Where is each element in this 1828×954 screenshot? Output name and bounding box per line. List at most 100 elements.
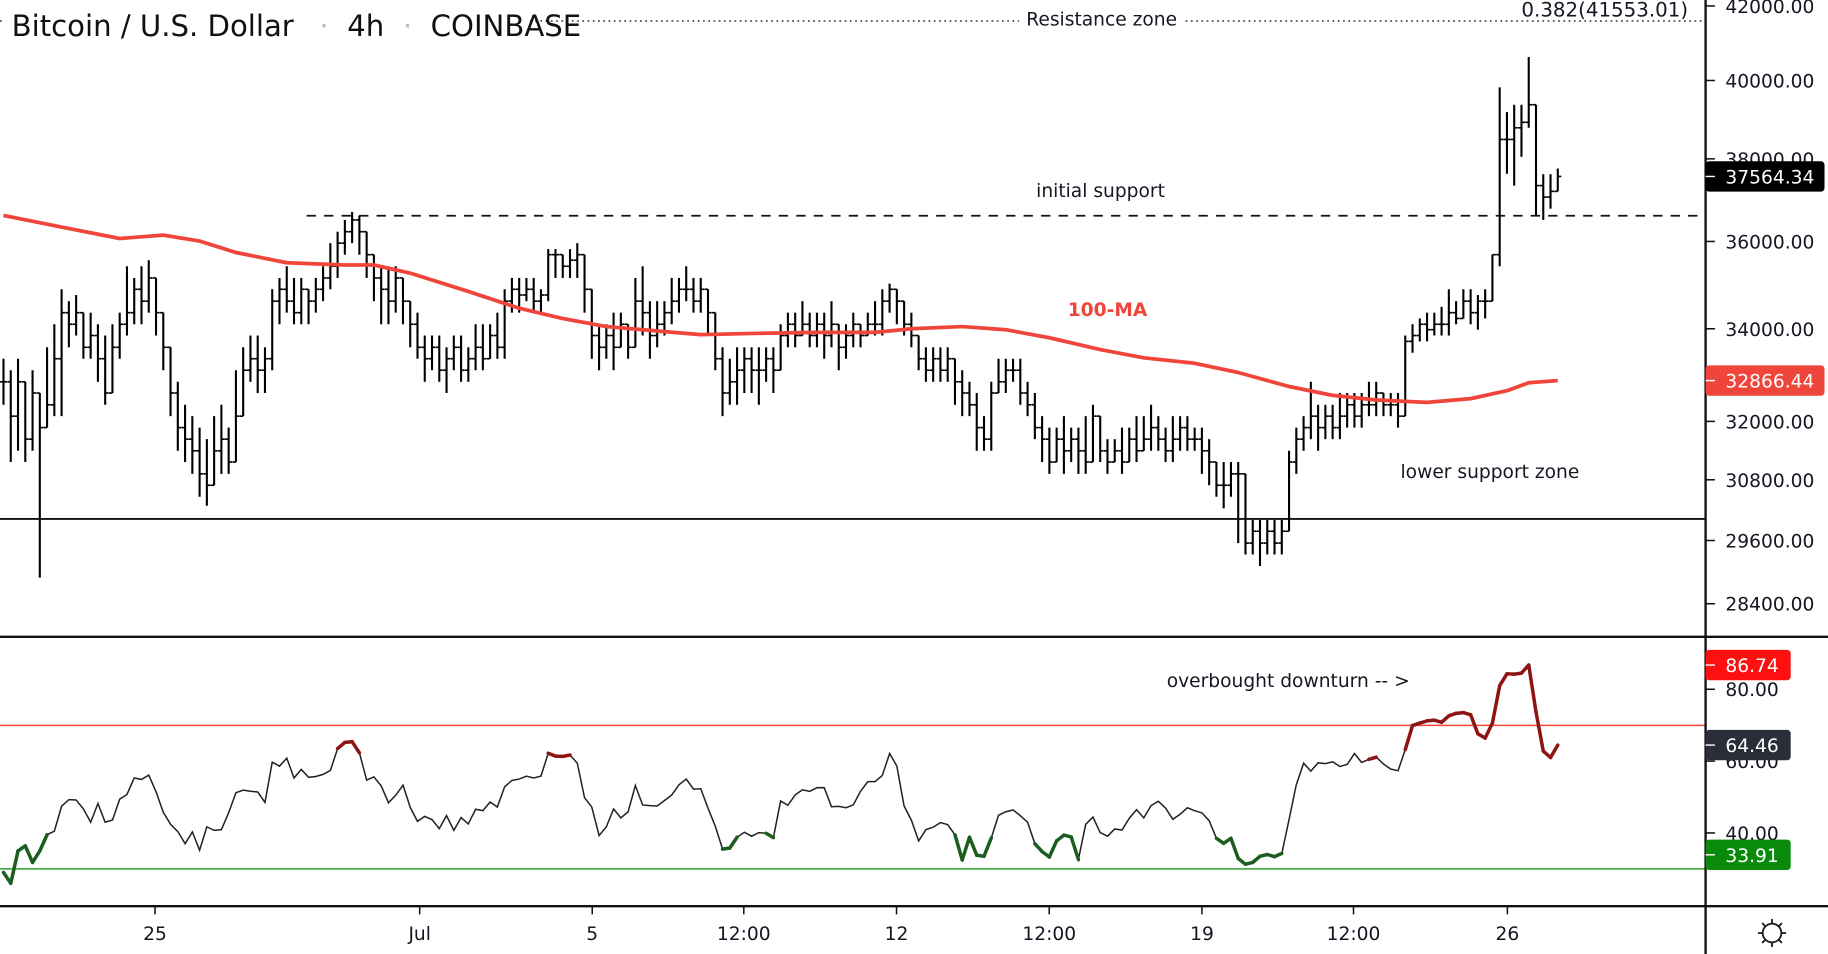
ohlc-bar[interactable] <box>1212 461 1220 497</box>
ohlc-bar[interactable] <box>1510 104 1518 186</box>
ohlc-bar[interactable] <box>297 277 305 325</box>
ohlc-bar[interactable] <box>1060 416 1068 474</box>
ohlc-bar[interactable] <box>87 312 95 359</box>
ohlc-bar[interactable] <box>29 370 37 451</box>
ohlc-bar[interactable] <box>486 324 494 360</box>
ohlc-bar[interactable] <box>58 289 66 417</box>
ohlc-bar[interactable] <box>1074 427 1082 474</box>
ohlc-bar[interactable] <box>435 335 443 382</box>
ohlc-bar[interactable] <box>595 324 603 371</box>
ohlc-bar[interactable] <box>1438 306 1446 336</box>
ohlc-bar[interactable] <box>915 334 923 371</box>
ohlc-bar[interactable] <box>704 288 712 336</box>
ohlc-bar[interactable] <box>1481 289 1489 319</box>
ohlc-bar[interactable] <box>849 312 857 348</box>
ohlc-bar[interactable] <box>617 312 625 349</box>
ohlc-bar[interactable] <box>1205 439 1213 486</box>
ohlc-bar[interactable] <box>1191 427 1199 451</box>
ohlc-bar[interactable] <box>108 324 116 394</box>
ohlc-bar[interactable] <box>1300 416 1308 451</box>
ohlc-bar[interactable] <box>428 335 436 371</box>
ohlc-bar[interactable] <box>0 358 7 405</box>
ohlc-bar[interactable] <box>413 312 421 359</box>
ohlc-bar[interactable] <box>726 358 734 405</box>
ohlc-bar[interactable] <box>472 324 480 371</box>
ohlc-bar[interactable] <box>1554 168 1562 193</box>
ohlc-bar[interactable] <box>958 370 966 417</box>
ohlc-bar[interactable] <box>450 335 458 371</box>
ohlc-bar[interactable] <box>827 301 835 348</box>
ohlc-bar[interactable] <box>174 381 182 451</box>
time-axis[interactable]: 25 Jul 5 12:00 12 12:00 19 12:00 26 <box>143 906 1519 945</box>
ohlc-bar[interactable] <box>740 347 748 394</box>
ohlc-bar[interactable] <box>355 215 363 255</box>
ohlc-bar[interactable] <box>1539 174 1547 220</box>
ohlc-bar[interactable] <box>363 230 371 278</box>
ohlc-bar[interactable] <box>1016 358 1024 405</box>
ohlc-bar[interactable] <box>1024 381 1032 417</box>
ohlc-bar[interactable] <box>341 219 349 255</box>
ohlc-bar[interactable] <box>973 393 981 451</box>
ohlc-bar[interactable] <box>1227 462 1235 497</box>
ohlc-bar[interactable] <box>748 347 756 394</box>
ohlc-bar[interactable] <box>1459 289 1467 320</box>
ohlc-bar[interactable] <box>1314 404 1322 451</box>
ohlc-bar[interactable] <box>312 277 320 313</box>
ohlc-bar[interactable] <box>1002 358 1010 394</box>
ohlc-bar[interactable] <box>159 311 167 371</box>
ohlc-bar[interactable] <box>631 277 639 349</box>
ohlc-bar[interactable] <box>1125 427 1133 463</box>
ohlc-bar[interactable] <box>1038 416 1046 463</box>
ohlc-bar[interactable] <box>1009 358 1017 382</box>
ohlc-bar[interactable] <box>152 277 160 336</box>
ohlc-bar[interactable] <box>406 300 414 348</box>
ohlc-bar[interactable] <box>995 358 1003 394</box>
ohlc-bar[interactable] <box>1198 427 1206 474</box>
ohlc-bar[interactable] <box>566 249 574 278</box>
ohlc-bar[interactable] <box>1423 312 1431 342</box>
ohlc-bar[interactable] <box>1154 416 1162 451</box>
ohlc-bar[interactable] <box>196 427 204 497</box>
ohlc-bar[interactable] <box>871 301 879 336</box>
ohlc-bar[interactable] <box>762 347 770 382</box>
ohlc-bar[interactable] <box>1416 318 1424 342</box>
ohlc-bar[interactable] <box>806 312 814 348</box>
ohlc-bar[interactable] <box>1234 462 1242 544</box>
ohlc-bar[interactable] <box>798 301 806 337</box>
ohlc-bar[interactable] <box>370 253 378 302</box>
ohlc-bar[interactable] <box>719 347 727 417</box>
ohlc-bar[interactable] <box>602 324 610 359</box>
ohlc-bar[interactable] <box>581 253 589 313</box>
ohlc-bar[interactable] <box>1096 415 1104 463</box>
ohlc-bar[interactable] <box>1271 519 1279 555</box>
ohlc-bar[interactable] <box>130 277 138 325</box>
ohlc-bar[interactable] <box>1169 416 1177 463</box>
ohlc-bar[interactable] <box>1256 519 1264 567</box>
ohlc-bar[interactable] <box>116 312 124 359</box>
ohlc-bar[interactable] <box>769 347 777 394</box>
ohlc-bar[interactable] <box>1503 112 1511 174</box>
ohlc-bar[interactable] <box>1118 427 1126 474</box>
ohlc-bar[interactable] <box>1278 519 1286 555</box>
ohlc-bar[interactable] <box>1111 439 1119 463</box>
ohlc-bar[interactable] <box>980 416 988 451</box>
ohlc-bar[interactable] <box>784 312 792 348</box>
ohlc-bar[interactable] <box>1321 404 1329 440</box>
ohlc-bar[interactable] <box>377 266 385 325</box>
ohlc-bar[interactable] <box>137 266 145 325</box>
ohlc-bar[interactable] <box>965 381 973 417</box>
ohlc-bar[interactable] <box>1409 324 1417 353</box>
ohlc-bar[interactable] <box>842 324 850 359</box>
ohlc-bar[interactable] <box>878 289 886 336</box>
ohlc-bar[interactable] <box>225 427 233 474</box>
ohlc-bar[interactable] <box>697 277 705 313</box>
ohlc-bar[interactable] <box>50 324 58 417</box>
ohlc-bar[interactable] <box>1532 103 1540 216</box>
ohlc-bar[interactable] <box>610 312 618 371</box>
ohlc-bar[interactable] <box>653 301 661 348</box>
gear-icon[interactable] <box>1758 919 1787 948</box>
ohlc-bar[interactable] <box>936 347 944 382</box>
ohlc-bar[interactable] <box>246 335 254 382</box>
ohlc-bar[interactable] <box>1387 393 1395 417</box>
